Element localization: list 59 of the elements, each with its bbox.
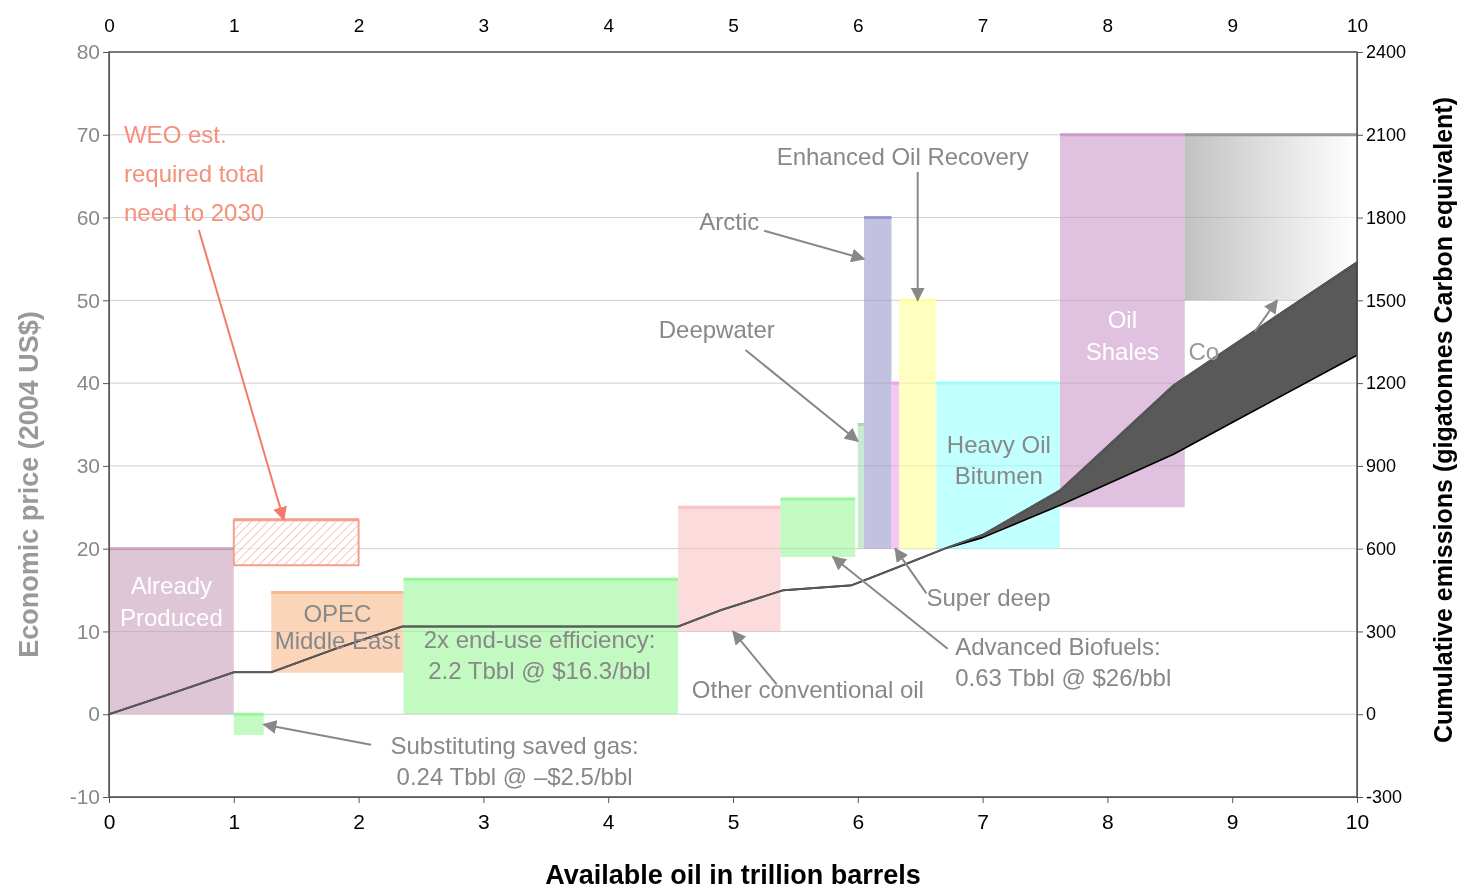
x2-tick-label: 10: [1345, 810, 1370, 834]
y-tick-label: 60: [76, 205, 100, 229]
y-tick-label: 40: [76, 371, 100, 395]
x2-tick-label: 5: [727, 810, 740, 834]
annotation: Deepwater: [658, 315, 775, 343]
y-tick-label: -10: [69, 785, 100, 809]
x-tick-label: 1: [229, 14, 240, 36]
x2-tick-label: 3: [478, 810, 490, 834]
series-label: Already Produced: [120, 572, 223, 631]
y2-tick-label: 1200: [1366, 373, 1407, 394]
x2-tick-label: 9: [1226, 810, 1239, 834]
x-tick-label: 0: [104, 14, 115, 36]
x-tick-label: 9: [1227, 14, 1238, 36]
series-label: OPEC Middle East: [274, 600, 401, 654]
x-axis-title: Available oil in trillion barrels: [545, 860, 921, 890]
x-tick-label: 8: [1102, 14, 1114, 36]
y-tick-label: 20: [76, 536, 100, 560]
annotation: Substituting saved gas: 0.24 Tbbl @ –$2.5/bbl: [390, 731, 639, 791]
x2-tick-label: 7: [977, 810, 989, 834]
y-tick-label: 70: [76, 123, 100, 146]
y-tick-label: 80: [76, 40, 100, 64]
x-tick-label: 6: [853, 14, 864, 36]
y2-axis-title: Cumulative emissions (gigatonnes Carbon equivalent): [1429, 97, 1457, 743]
annotation: 2x end-use efficiency: 2.2 Tbbl @ $16.3/bbl: [423, 626, 656, 685]
x-tick-label: 7: [977, 14, 989, 36]
annotation: Co: [1188, 337, 1220, 365]
y-tick-label: 10: [76, 619, 100, 643]
x-tick-label: 10: [1346, 14, 1369, 36]
x2-tick-label: 6: [852, 810, 865, 834]
annotation: Other conventional oil: [691, 675, 924, 703]
y2-tick-label: 1800: [1366, 207, 1407, 228]
x-tick-label: 3: [478, 14, 490, 36]
y-tick-label: 0: [88, 702, 100, 726]
series-label: Heavy Oil Bitumen: [946, 430, 1051, 490]
x2-tick-label: 0: [103, 810, 116, 834]
x2-tick-label: 1: [228, 810, 241, 834]
y2-tick-label: 2100: [1366, 125, 1407, 146]
annotation: Arctic: [699, 207, 760, 235]
y2-tick-label: 900: [1366, 456, 1397, 477]
x-tick-label: 5: [728, 14, 739, 36]
x-tick-label: 2: [353, 14, 365, 36]
annotation: WEO est. required total need to 2030: [123, 121, 265, 226]
y-axis-title: Economic price (2004 US$): [14, 311, 44, 658]
x2-tick-label: 2: [353, 810, 365, 834]
y-tick-label: 50: [76, 288, 100, 312]
annotation: Advanced Biofuels: 0.63 Tbbl @ $26/bbl: [955, 632, 1172, 692]
x2-tick-label: 4: [602, 810, 615, 834]
y-tick-label: 30: [76, 454, 100, 478]
x2-tick-label: 8: [1102, 810, 1114, 834]
y2-tick-label: 300: [1366, 621, 1397, 642]
y2-tick-label: 1500: [1366, 290, 1407, 311]
y2-tick-label: -300: [1366, 787, 1403, 808]
y2-tick-label: 2400: [1366, 42, 1407, 63]
x-tick-label: 4: [603, 14, 615, 36]
annotation: Oil Shales: [1085, 306, 1160, 365]
annotation: Super deep: [926, 583, 1051, 611]
annotation: Enhanced Oil Recovery: [776, 143, 1029, 171]
y2-tick-label: 0: [1366, 704, 1377, 725]
y2-tick-label: 600: [1366, 538, 1397, 559]
